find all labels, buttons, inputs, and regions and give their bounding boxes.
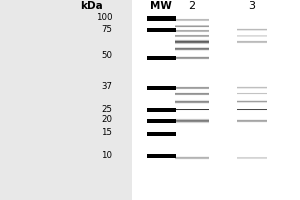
Bar	[147, 86, 176, 90]
Bar	[175, 43, 209, 44]
Text: 50: 50	[101, 51, 112, 60]
Bar	[175, 119, 209, 120]
Bar	[175, 38, 209, 39]
Bar	[147, 16, 176, 21]
Bar	[175, 41, 209, 42]
Bar	[147, 154, 176, 158]
Bar	[175, 121, 209, 122]
Text: MW: MW	[150, 1, 171, 11]
Bar	[132, 0, 300, 200]
Text: 15: 15	[101, 128, 112, 137]
Text: 20: 20	[101, 115, 112, 124]
Bar	[175, 40, 209, 41]
Text: 100: 100	[96, 14, 112, 22]
Bar	[175, 118, 209, 119]
Bar	[175, 42, 209, 43]
Bar	[147, 132, 176, 136]
Bar	[147, 28, 176, 32]
Text: 25: 25	[101, 104, 112, 114]
Bar	[175, 122, 209, 123]
Bar	[0, 0, 132, 200]
Text: 3: 3	[248, 1, 256, 11]
Text: kDa: kDa	[80, 1, 103, 11]
Text: 2: 2	[188, 1, 196, 11]
Bar	[147, 56, 176, 60]
Text: 10: 10	[101, 150, 112, 160]
Bar	[147, 108, 176, 112]
Bar	[175, 39, 209, 40]
Bar	[175, 117, 209, 118]
Bar	[175, 123, 209, 124]
Bar	[175, 120, 209, 121]
Text: 37: 37	[101, 82, 112, 91]
Text: 75: 75	[101, 24, 112, 33]
Bar	[147, 119, 176, 123]
Bar	[175, 44, 209, 45]
